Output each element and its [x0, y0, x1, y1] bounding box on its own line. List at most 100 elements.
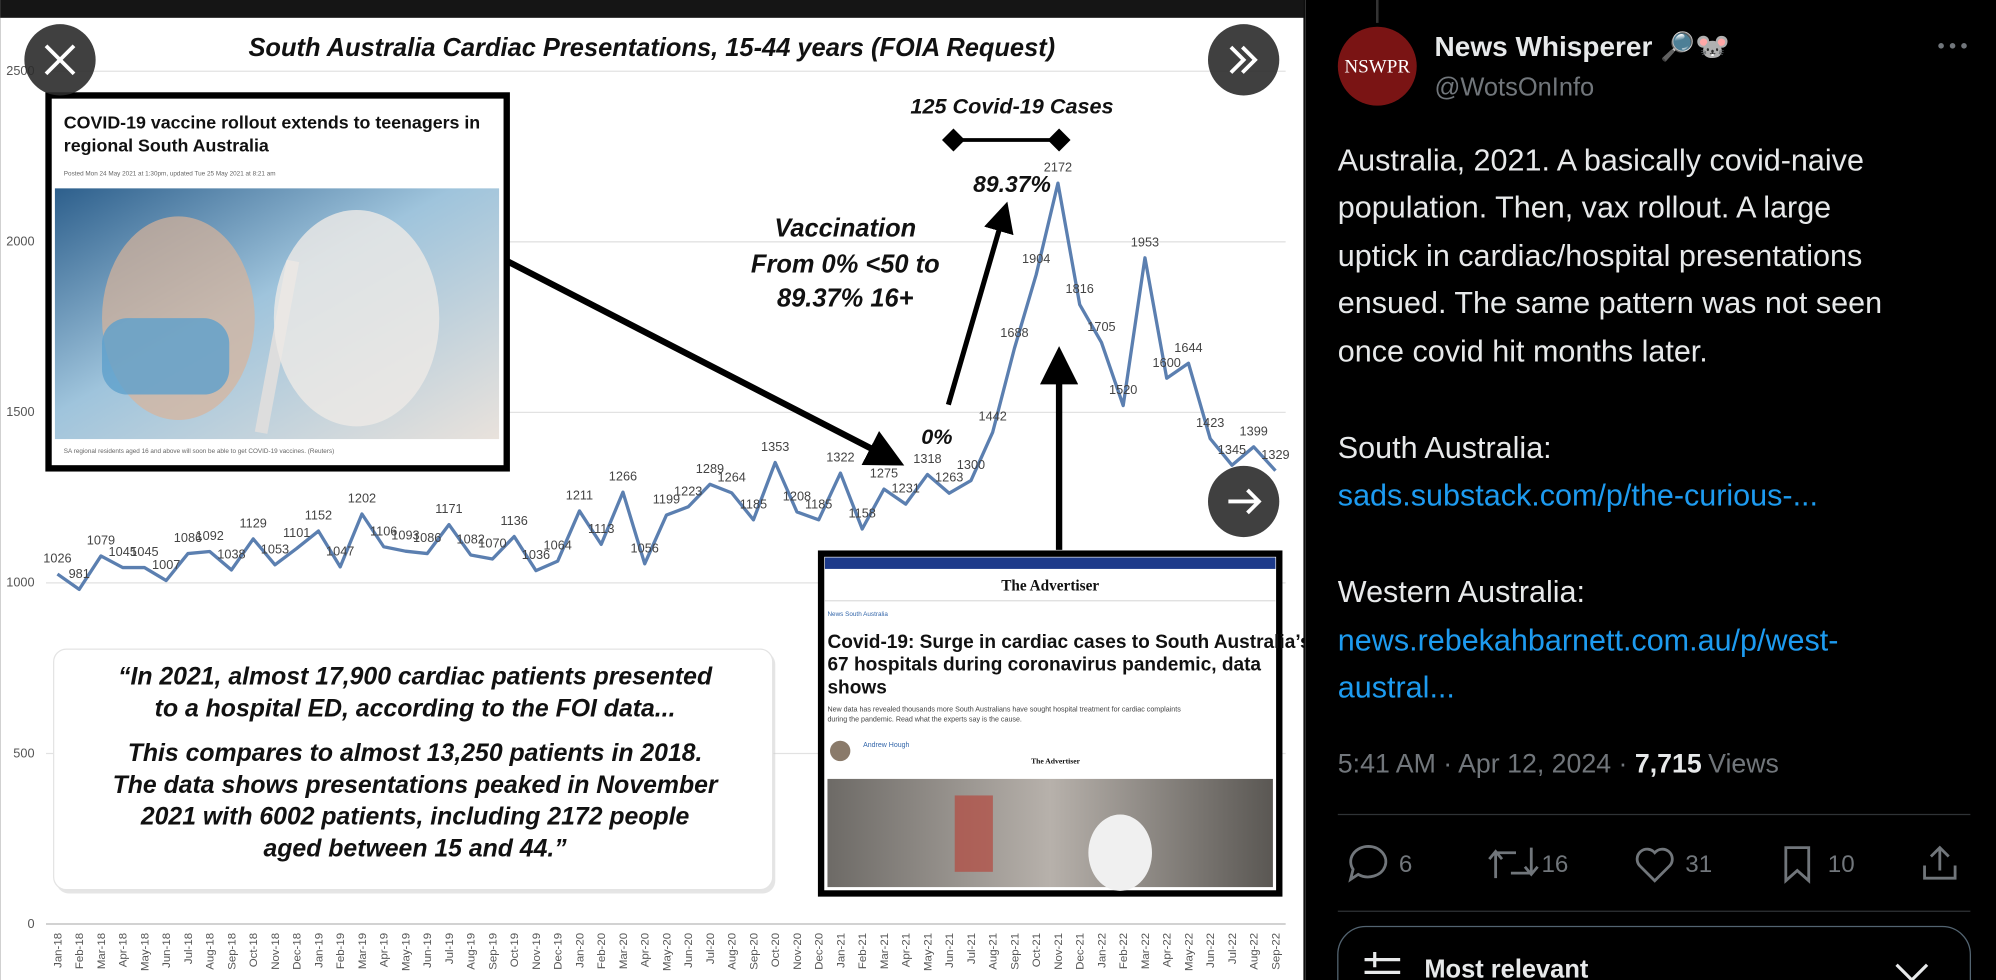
clip-header-bar [824, 557, 1276, 569]
photo-detail [273, 210, 440, 427]
x-tick-label: Jan-22 [1096, 933, 1108, 968]
x-tick-label: Dec-20 [814, 933, 826, 970]
x-tick-label: Aug-19 [466, 933, 478, 970]
data-label: 1953 [1131, 234, 1159, 249]
data-label: 1688 [1000, 325, 1028, 340]
data-label: 1106 [370, 523, 397, 538]
annotation: 89.37% [973, 171, 1051, 197]
x-tick-label: Jun-22 [1205, 933, 1217, 968]
clip-standfirst: New data has revealed thousands more Sou… [827, 705, 1181, 713]
clip-breadcrumb: News South Australia [827, 611, 888, 618]
post-text: once covid hit months later. [1338, 334, 1708, 368]
sort-selector[interactable]: Most relevant [1337, 925, 1971, 980]
quote-line: “In 2021, almost 17,900 cardiac patients… [118, 664, 713, 691]
clip-headline: Covid-19: Surge in cardiac cases to Sout… [827, 632, 1310, 653]
post-link[interactable]: sads.substack.com/p/the-curious-... [1338, 478, 1818, 512]
data-label: 1345 [1218, 442, 1246, 457]
x-tick-label: Mar-20 [618, 933, 630, 969]
x-tick-label: May-20 [661, 933, 673, 971]
x-tick-label: Mar-18 [96, 933, 108, 969]
clip-masthead: The Advertiser [1001, 578, 1099, 595]
x-tick-label: May-19 [400, 933, 412, 971]
data-label: 1158 [849, 506, 876, 521]
data-label: 1056 [631, 540, 659, 555]
data-label: 1300 [957, 457, 985, 472]
avatar[interactable]: NSWPR [1337, 26, 1417, 106]
data-label: 1036 [522, 547, 550, 562]
author-handle[interactable]: @WotsOnInfo [1435, 73, 1595, 101]
post-meta: 5:41 AM · Apr 12, 2024 · 7,715 Views [1338, 749, 1779, 779]
x-tick-label: Aug-20 [727, 933, 739, 970]
views-count: 7,715 [1635, 749, 1702, 779]
x-tick-label: Feb-20 [596, 933, 608, 969]
data-label: 1442 [979, 409, 1007, 424]
data-label: 1064 [544, 538, 572, 553]
data-label: 1113 [588, 521, 614, 536]
data-label: 1264 [718, 469, 746, 484]
x-tick-label: Aug-21 [988, 933, 1000, 970]
post-link[interactable]: news.rebekahbarnett.com.au/p/west- [1338, 623, 1839, 657]
data-label: 1202 [348, 491, 376, 506]
clip-headline: COVID-19 vaccine rollout extends to teen… [64, 113, 480, 133]
views-label: Views [1708, 749, 1779, 779]
x-tick-label: Jan-19 [313, 933, 325, 968]
data-label: 1045 [130, 544, 158, 559]
x-tick-label: Feb-21 [857, 933, 869, 969]
y-tick-label: 500 [13, 745, 34, 760]
annotation: From 0% <50 to [751, 250, 940, 278]
next-button[interactable] [1208, 465, 1280, 538]
repost-count: 16 [1541, 851, 1568, 878]
reply-count: 6 [1399, 851, 1412, 878]
data-label: 1026 [43, 551, 71, 566]
clip-headline: shows [827, 678, 886, 699]
x-tick-label: May-18 [139, 933, 151, 971]
x-tick-label: Aug-18 [205, 933, 217, 970]
x-tick-label: May-22 [1183, 933, 1195, 971]
quote-line: This compares to almost 13,250 patients … [128, 740, 703, 767]
data-label: 1275 [870, 466, 898, 481]
data-label: 1208 [783, 489, 811, 504]
data-label: 1329 [1261, 447, 1289, 462]
post-link[interactable]: austral... [1338, 670, 1455, 704]
close-button[interactable] [24, 24, 96, 96]
bookmark-icon[interactable] [1784, 846, 1811, 884]
clip-author: Andrew Hough [863, 742, 909, 749]
post-text: ensued. The same pattern was not seen [1338, 286, 1882, 320]
quote-line: to a hospital ED, according to the FOI d… [155, 696, 676, 723]
x-tick-label: Nov-20 [792, 933, 804, 970]
data-label: 1423 [1196, 415, 1224, 430]
timestamp[interactable]: 5:41 AM · Apr 12, 2024 · [1338, 749, 1635, 779]
data-label: 1199 [653, 492, 680, 507]
x-tick-label: Apr-20 [640, 933, 652, 967]
x-tick-label: Jan-21 [835, 933, 847, 968]
data-label: 1129 [240, 515, 267, 530]
x-tick-label: Jan-18 [52, 933, 64, 968]
like-icon[interactable] [1635, 847, 1674, 883]
data-label: 1086 [174, 530, 202, 545]
x-tick-label: Oct-20 [770, 933, 782, 967]
more-button[interactable] [1938, 43, 1967, 49]
x-tick-label: Apr-19 [379, 933, 391, 967]
data-label: 1038 [217, 546, 245, 561]
x-tick-label: Apr-22 [1162, 933, 1174, 967]
data-label: 1520 [1109, 382, 1137, 397]
avatar-text: NSWPR [1344, 57, 1410, 78]
x-tick-label: Sep-22 [1270, 933, 1282, 970]
x-tick-label: Dec-18 [292, 933, 304, 970]
arrow [945, 201, 1014, 406]
y-tick-label: 1500 [6, 404, 34, 419]
data-label: 1705 [1087, 319, 1115, 334]
data-label: 1223 [674, 483, 702, 498]
post-text: population. Then, vax rollout. A large [1338, 191, 1831, 225]
data-label: 1185 [740, 496, 767, 511]
repost-icon[interactable] [1488, 847, 1539, 879]
photo-detail [1088, 814, 1152, 891]
x-tick-label: Oct-18 [248, 933, 260, 967]
author-name[interactable]: News Whisperer 🔎🐭 [1435, 28, 1730, 63]
expand-button[interactable] [1208, 24, 1280, 96]
range-ends [942, 128, 1071, 152]
share-icon[interactable] [1923, 845, 1957, 880]
x-tick-label: Jun-18 [161, 933, 173, 968]
reply-icon[interactable] [1348, 844, 1388, 883]
data-line [56, 181, 1277, 592]
